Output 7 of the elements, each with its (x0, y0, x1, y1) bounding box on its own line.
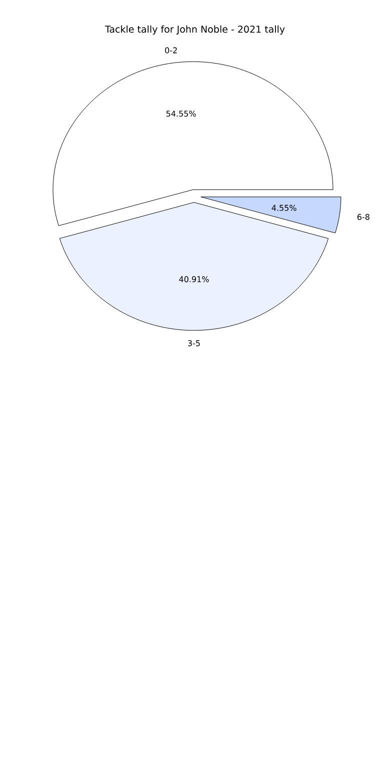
slice-label: 3-5 (188, 340, 200, 346)
data-label: 54.55% (166, 110, 196, 117)
slice-label: 6-8 (357, 214, 370, 220)
slice-label: 0-2 (165, 47, 177, 54)
data-label: 4.55% (272, 204, 296, 211)
data-label: 40.91% (179, 276, 209, 282)
chart-title: Tackle tally for John Noble - 2021 tally (104, 25, 285, 35)
